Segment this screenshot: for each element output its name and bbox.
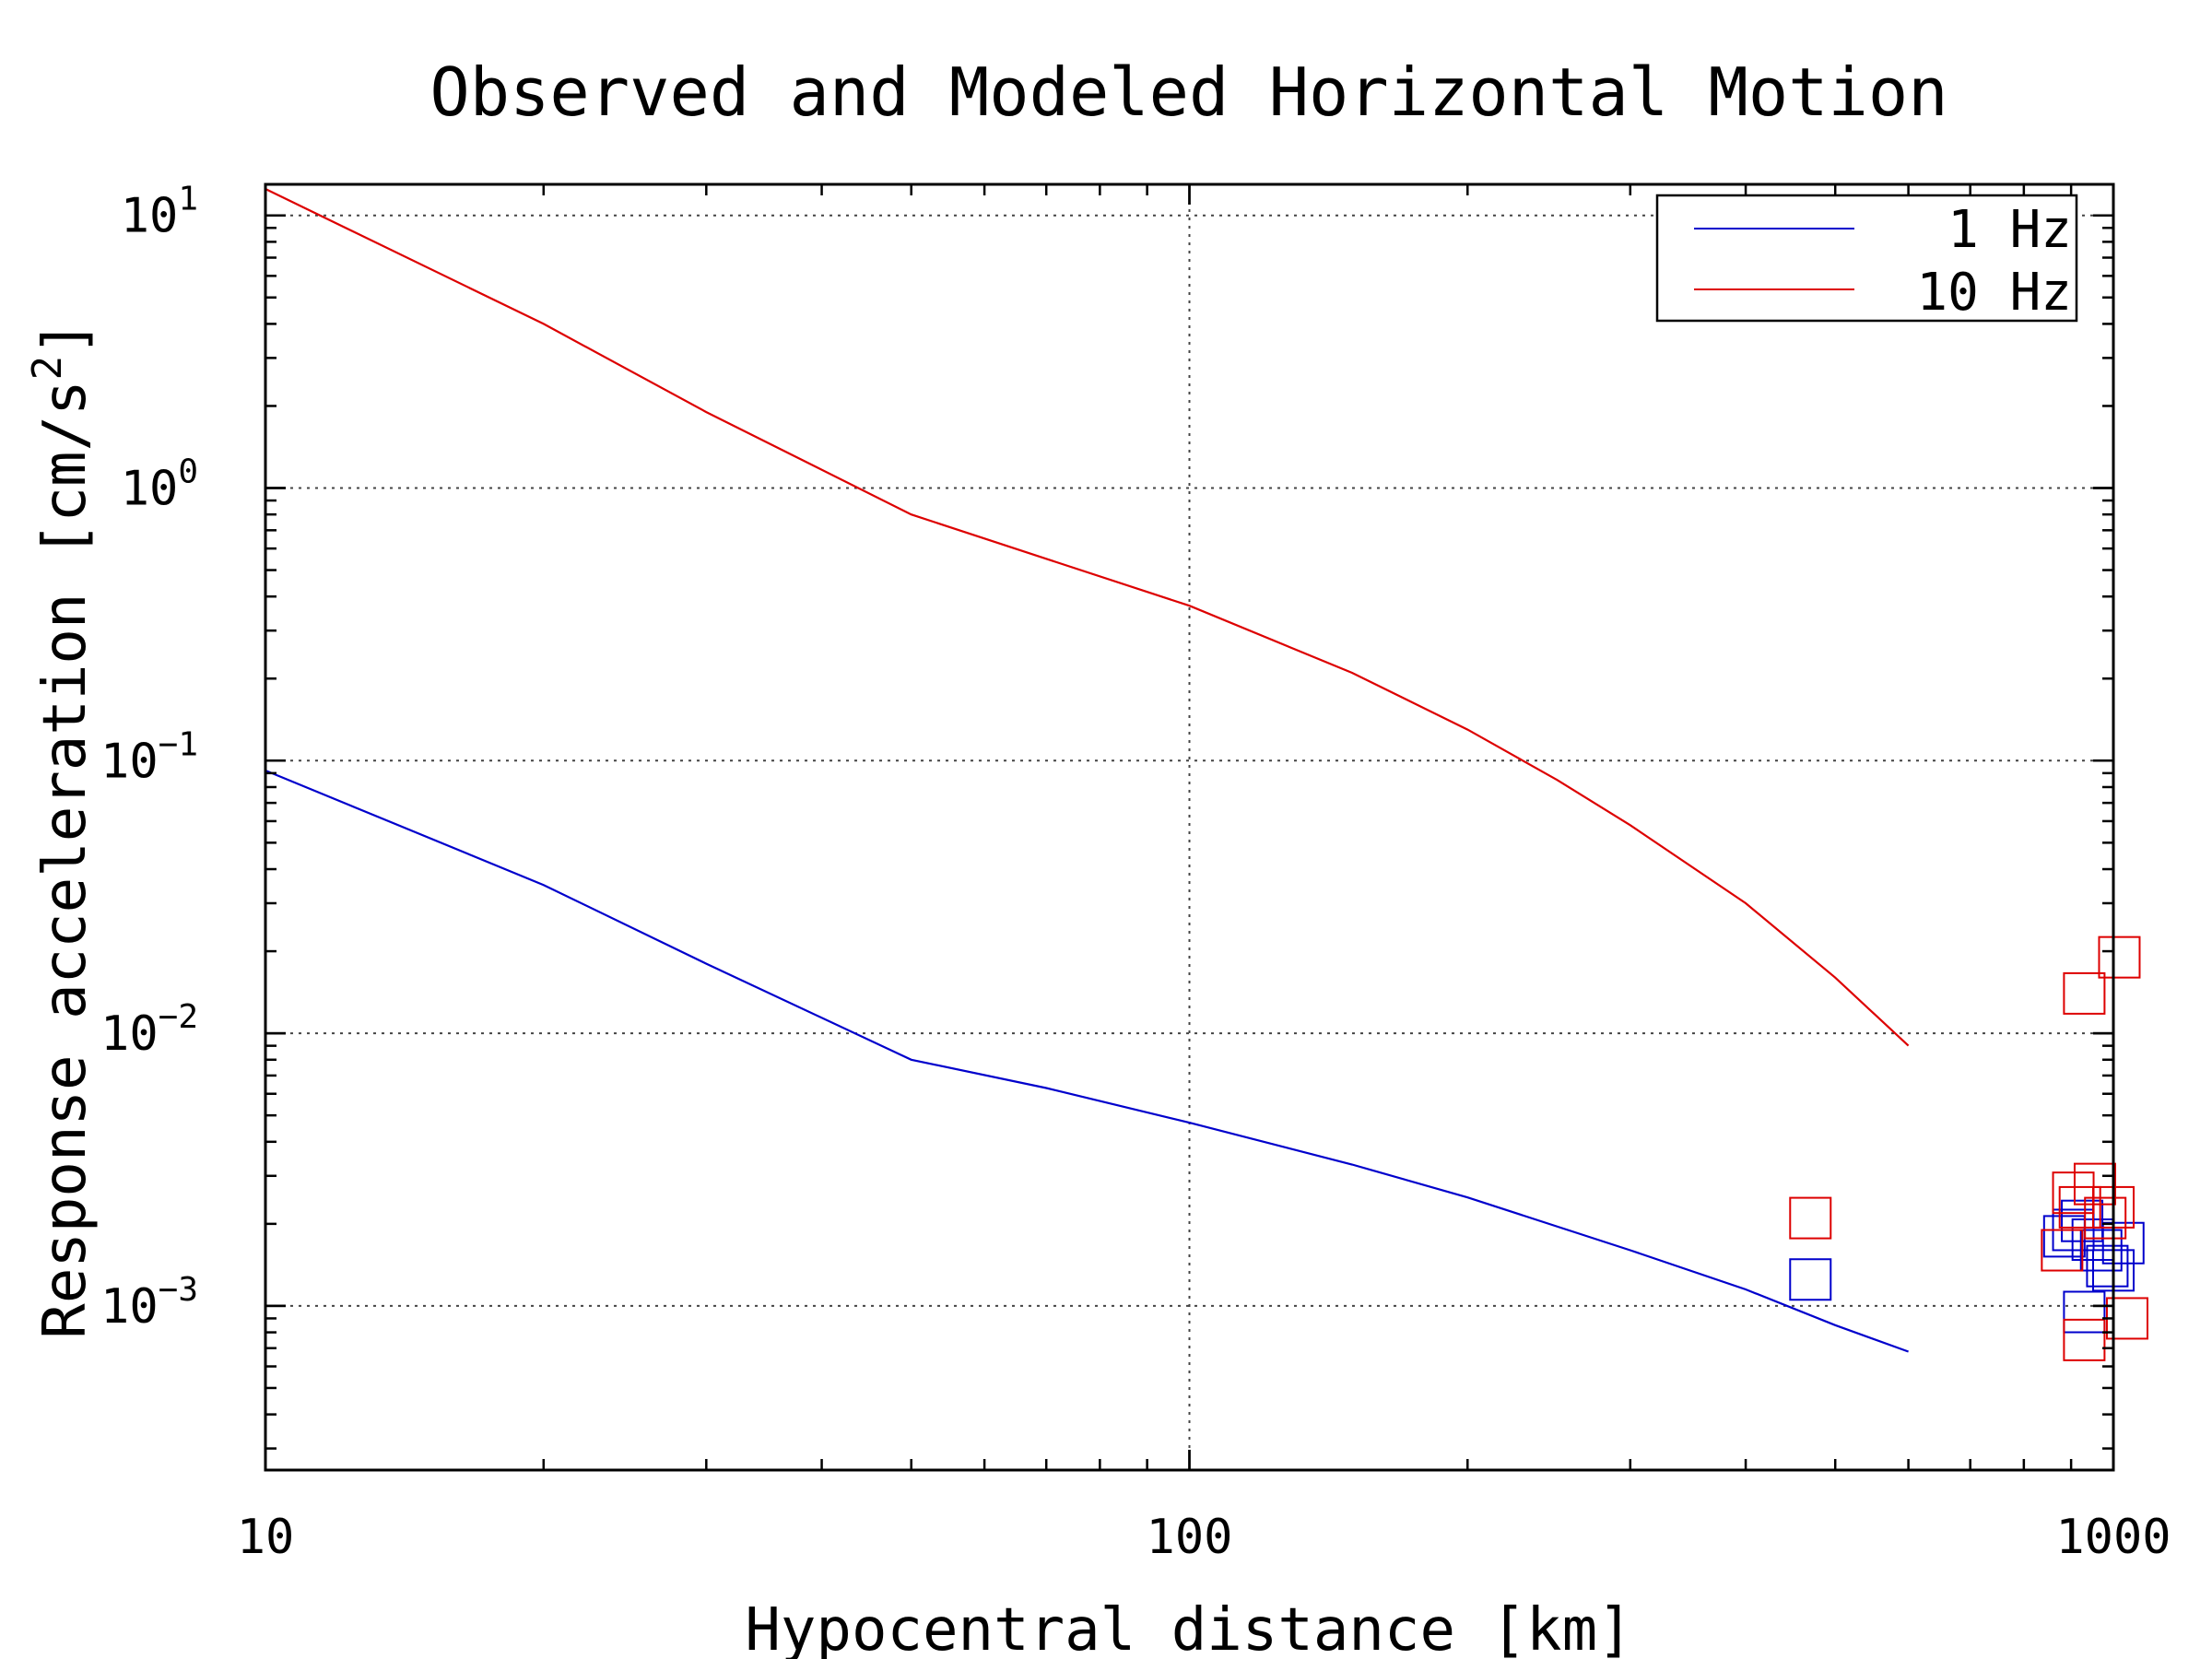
series-lines [265,188,1910,1353]
y-tick-label: 10−3 [100,1271,198,1335]
y-tick-exponent: −2 [159,998,198,1036]
y-tick-exponent: 1 [178,181,198,218]
legend: 1 Hz 10 Hz [1655,194,2078,323]
legend-label-10hz: 10 Hz [1916,263,2072,323]
x-tick-label: 10 [237,1510,295,1565]
y-tick-label: 10−1 [100,725,198,789]
y-tick-base: 10 [121,462,179,517]
y-tick-base: 10 [100,1279,159,1335]
legend-box [1655,194,2078,323]
observed-marker-10hz [2073,1162,2116,1206]
y-tick-base: 10 [121,189,179,244]
x-tick-label: 100 [1147,1510,1233,1565]
observed-marker-1hz [2101,1221,2145,1265]
y-tick-label: 100 [121,453,198,517]
axis-ticks [264,184,2115,1470]
y-tick-base: 10 [100,734,159,789]
x-tick-label: 1000 [2055,1510,2171,1565]
y-tick-label: 101 [121,181,198,244]
observed-marker-10hz [2063,971,2106,1015]
y-axis-title-sup: 2 [24,356,71,381]
observed-marker-10hz [1789,1196,1832,1240]
chart-title: Observed and Modeled Horizontal Motion [429,53,1947,131]
y-tick-exponent: −1 [159,725,198,763]
x-tick-labels: 10 100 1000 [237,1510,2171,1565]
y-axis-title-main: Response acceleration [cm/s [31,380,100,1338]
x-axis-title: Hypocentral distance [km] [745,1596,1632,1659]
observed-marker-10hz [2041,1229,2084,1272]
series-line-10hz [265,188,1910,1047]
observed-marker-10hz [2098,935,2141,979]
y-tick-base: 10 [100,1006,159,1062]
y-axis-title: Response acceleration [cm/s2] [24,320,100,1338]
series-line-1hz [265,769,1909,1353]
observed-marker-10hz [2084,1196,2127,1240]
observed-marker-1hz [2086,1244,2129,1288]
y-tick-exponent: 0 [178,453,198,491]
observed-marker-10hz [2063,1318,2106,1361]
observed-marker-10hz [2058,1185,2101,1229]
legend-label-1hz: 1 Hz [1947,200,2072,260]
y-tick-label: 10−2 [100,998,198,1062]
y-tick-exponent: −3 [159,1271,198,1309]
y-axis-title-suffix: ] [31,320,100,356]
grid [265,184,2113,1470]
observed-marker-1hz [2063,1290,2106,1334]
observed-marker-1hz [1789,1258,1832,1301]
